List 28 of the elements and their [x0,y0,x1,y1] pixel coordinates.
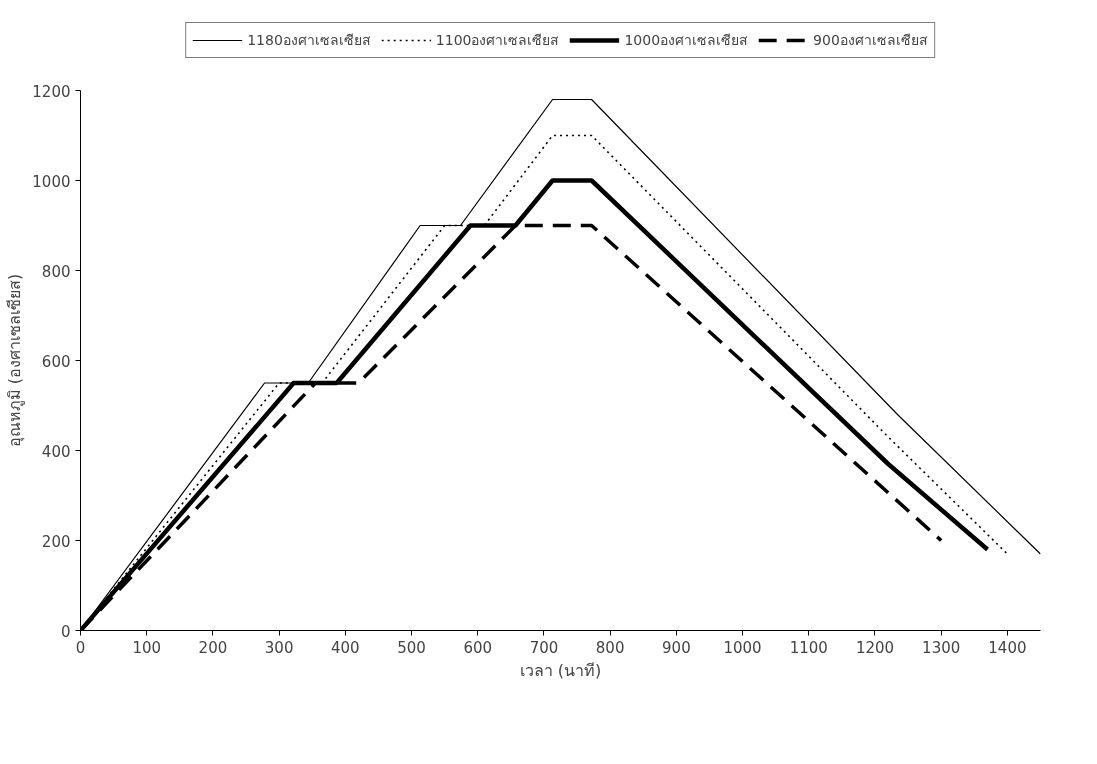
y-tick-label: 200 [41,532,71,551]
x-tick-label: 800 [595,638,625,657]
x-tick-label: 900 [662,638,691,657]
legend-label: 1180องศาเซลเซียส [247,31,371,50]
x-tick-label: 300 [264,638,294,657]
y-tick-label: 0 [60,622,71,641]
y-tick-label: 600 [41,352,71,371]
x-axis-title: เวลา (นาที) [519,660,602,680]
x-tick-label: 0 [75,638,86,657]
x-tick-label: 200 [198,638,228,657]
x-tick-label: 500 [397,638,426,657]
x-tick-label: 600 [463,638,493,657]
x-tick-label: 1200 [855,638,895,657]
x-tick-label: 1400 [988,638,1027,657]
x-tick-label: 1300 [922,638,961,657]
legend-label: 900องศาเซลเซียส [813,31,928,50]
legend-label: 1000องศาเซลเซียส [624,31,749,50]
x-tick-label: 700 [529,638,559,657]
y-tick-label: 400 [41,442,71,461]
y-tick-label: 800 [41,262,71,281]
y-tick-label: 1200 [32,82,71,101]
x-tick-label: 1100 [789,638,828,657]
y-tick-label: 1000 [32,172,71,191]
y-axis-title: อุณหภูมิ (องศาเซลเซียส) [5,273,26,448]
x-tick-label: 100 [132,638,162,657]
legend-label: 1100องศาเซลเซียส [435,31,560,50]
x-tick-label: 1000 [723,638,762,657]
x-tick-label: 400 [331,638,360,657]
